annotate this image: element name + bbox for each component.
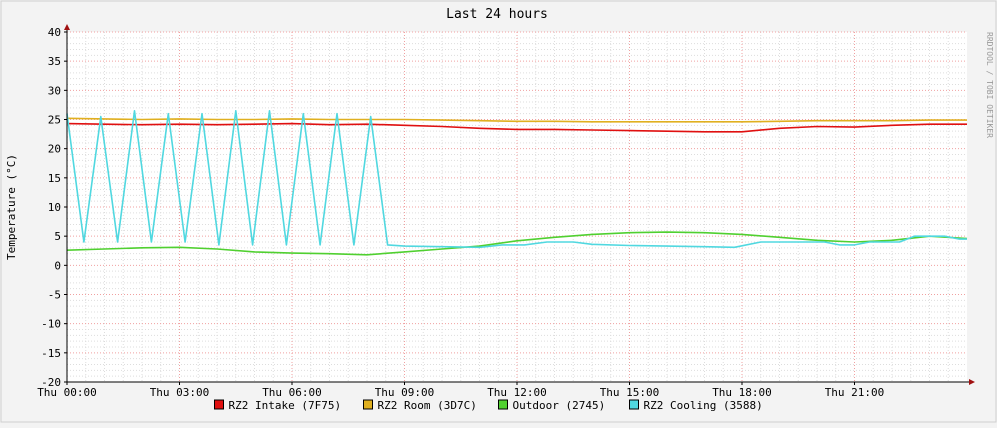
x-tick-label: Thu 00:00 <box>37 386 97 399</box>
y-tick-label: 0 <box>54 259 61 272</box>
legend-swatch-2 <box>363 399 373 410</box>
legend-swatch-1 <box>214 399 224 410</box>
x-tick-label: Thu 12:00 <box>487 386 547 399</box>
x-tick-label: Thu 03:00 <box>150 386 210 399</box>
y-tick-label: 25 <box>48 114 61 127</box>
x-tick-label: Thu 21:00 <box>825 386 885 399</box>
legend-label-2: RZ2 Room (3D7C) <box>378 399 477 412</box>
legend-swatch-4 <box>629 399 639 410</box>
grid-lines <box>66 31 967 383</box>
y-tick-label: 5 <box>54 230 61 243</box>
legend-label-4: RZ2 Cooling (3588) <box>644 399 763 412</box>
y-tick-label: -5 <box>48 289 61 302</box>
y-axis-label: Temperature (°C) <box>5 154 18 260</box>
y-tick-label: 40 <box>48 26 61 39</box>
legend: RZ2 Intake (7F75) RZ2 Room (3D7C) Outdoor … <box>214 399 763 412</box>
x-tick-label: Thu 09:00 <box>375 386 435 399</box>
axes <box>64 24 975 385</box>
legend-swatch-3 <box>498 399 508 410</box>
y-tick-label: -15 <box>41 347 61 360</box>
x-tick-label: Thu 06:00 <box>262 386 322 399</box>
y-axis-arrow <box>64 24 70 30</box>
series-line-4 <box>66 110 967 249</box>
chart-title: Last 24 hours <box>446 7 548 22</box>
series-lines <box>66 110 968 256</box>
y-tick-label: 15 <box>48 172 61 185</box>
y-tick-label: 35 <box>48 55 61 68</box>
y-tick-label: 10 <box>48 201 61 214</box>
x-tick-label: Thu 15:00 <box>600 386 660 399</box>
series-line-3 <box>66 231 968 256</box>
series-line-2 <box>66 117 967 123</box>
y-tick-label: 20 <box>48 143 61 156</box>
y-tick-label: 30 <box>48 84 61 97</box>
series-line-1 <box>66 122 967 133</box>
rrdtool-watermark: RRDTOOL / TOBI OETIKER <box>985 32 994 138</box>
y-tick-label: -20 <box>41 376 61 389</box>
legend-label-1: RZ2 Intake (7F75) <box>229 399 342 412</box>
legend-label-3: Outdoor (2745) <box>513 399 606 412</box>
y-tick-label: -10 <box>41 318 61 331</box>
x-tick-label: Thu 18:00 <box>712 386 772 399</box>
x-axis-arrow <box>969 379 975 385</box>
